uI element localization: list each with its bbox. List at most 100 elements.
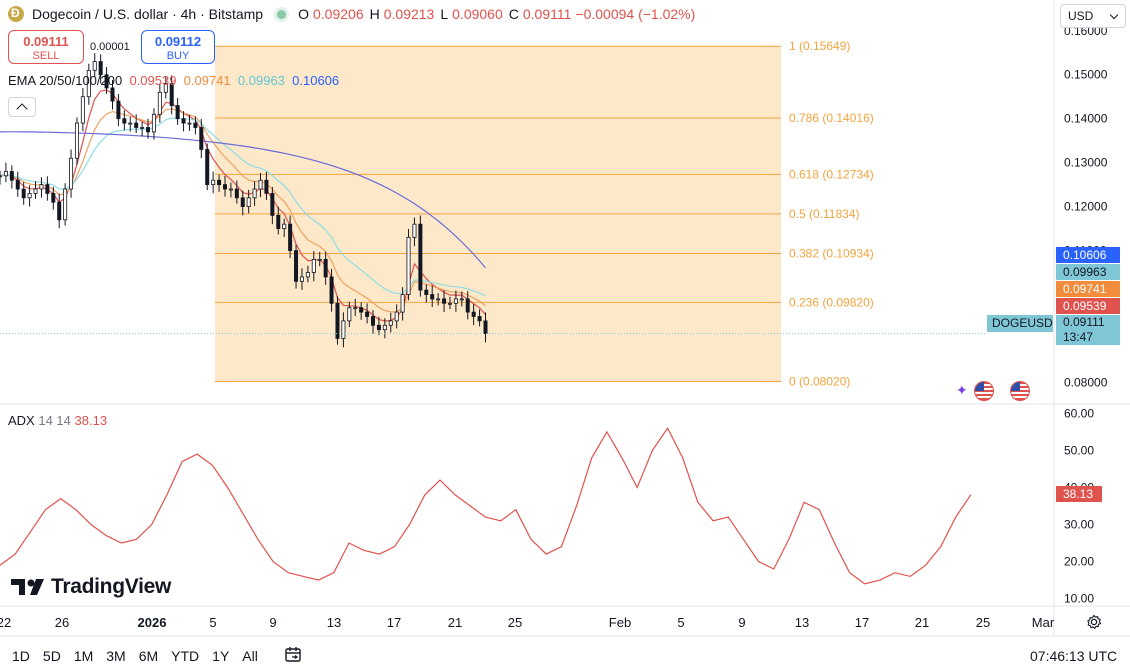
symbol-legend[interactable]: Dogecoin / U.S. dollar · 4h · Bitstamp O… xyxy=(8,6,695,22)
ema100-value: 0.09963 xyxy=(237,73,285,88)
candle-body xyxy=(116,100,121,120)
candle-body xyxy=(412,223,417,238)
candle-body xyxy=(205,149,210,186)
timeframe-5d[interactable]: 5D xyxy=(42,648,61,664)
candle-body xyxy=(465,298,470,313)
time-axis-label: Feb xyxy=(609,615,631,630)
timeframe-3m[interactable]: 3M xyxy=(106,648,126,664)
candle-body xyxy=(169,83,174,106)
candle-body xyxy=(140,127,145,129)
adx-legend-value: 38.13 xyxy=(74,413,108,428)
adx-params: 14 14 xyxy=(38,413,71,428)
candle-body xyxy=(382,324,387,331)
current-price-marker: 0.09111 13:47 xyxy=(1056,315,1120,345)
symbol-price-tag: DOGEUSD xyxy=(987,315,1053,332)
adx-legend[interactable]: ADX 14 14 38.13 xyxy=(8,413,107,428)
adx-value-marker: 38.13 xyxy=(1056,486,1102,502)
candle-body xyxy=(74,122,79,159)
timeframe-bar: 1D 5D 1M 3M 6M YTD 1Y All xyxy=(12,648,271,664)
candle-body xyxy=(347,307,352,322)
candle-body xyxy=(51,193,56,203)
sparkle-event-icon[interactable]: ✦ xyxy=(956,382,968,398)
candle-body xyxy=(134,122,139,128)
us-flag-event-icon[interactable] xyxy=(974,381,994,401)
ohlc-low-value: 0.09060 xyxy=(452,6,503,22)
time-axis-label: 2026 xyxy=(138,615,167,630)
buy-label: BUY xyxy=(166,50,190,62)
candle-body xyxy=(211,179,216,186)
fib-label-0.786: 0.786 (0.14016) xyxy=(789,111,874,125)
candle-body xyxy=(252,188,257,199)
timeframe-1d[interactable]: 1D xyxy=(12,648,30,664)
fib-label-0.382: 0.382 (0.10934) xyxy=(789,246,874,260)
adx-axis-label: 60.00 xyxy=(1064,406,1094,420)
time-axis-label: 22 xyxy=(0,615,11,630)
sell-button[interactable]: 0.09111 SELL xyxy=(8,30,84,64)
collapse-legend-button[interactable] xyxy=(8,97,36,117)
adx-legend-label: ADX xyxy=(8,413,35,428)
timeframe-1m[interactable]: 1M xyxy=(73,648,94,664)
candle-body xyxy=(0,175,3,178)
adx-axis-label: 30.00 xyxy=(1064,518,1094,532)
spread-value: 0.00001 xyxy=(90,41,130,53)
ema-price-marker-2: 0.09963 xyxy=(1056,264,1120,280)
utc-clock[interactable]: 07:46:13 UTC xyxy=(1030,648,1118,664)
candle-body xyxy=(27,193,32,199)
candle-body xyxy=(69,157,74,190)
candle-body xyxy=(394,311,399,322)
tradingview-logo[interactable]: TradingView xyxy=(10,575,171,599)
candle-body xyxy=(270,193,275,216)
candle-body xyxy=(376,324,381,331)
candle-body xyxy=(86,69,91,98)
candle-body xyxy=(459,298,464,301)
time-axis-label: 13 xyxy=(795,615,809,630)
ema-price-marker-1: 0.10606 xyxy=(1056,247,1120,263)
candle-body xyxy=(282,223,287,229)
gear-icon[interactable] xyxy=(1086,614,1102,630)
price-axis-label: 0.12000 xyxy=(1064,200,1108,214)
price-axis-label: 0.14000 xyxy=(1064,112,1108,126)
candle-body xyxy=(400,294,405,313)
us-flag-event-icon-2[interactable] xyxy=(1010,381,1030,401)
candle-body xyxy=(477,316,482,322)
buy-button[interactable]: 0.09112 BUY xyxy=(141,30,215,64)
time-axis-label: 5 xyxy=(677,615,684,630)
candle-body xyxy=(45,184,50,194)
time-axis-label: 13 xyxy=(327,615,341,630)
candle-body xyxy=(193,122,198,128)
symbol-title[interactable]: Dogecoin / U.S. dollar · 4h · Bitstamp xyxy=(32,6,264,22)
price-change: −0.00094 (−1.02%) xyxy=(575,6,696,22)
tradingview-wordmark: TradingView xyxy=(51,575,172,598)
currency-select[interactable]: USD xyxy=(1060,4,1126,28)
candle-body xyxy=(258,179,263,190)
dogecoin-icon xyxy=(8,6,24,22)
candle-body xyxy=(471,311,476,317)
calendar-range-icon[interactable] xyxy=(284,646,302,664)
timeframe-ytd[interactable]: YTD xyxy=(171,648,200,664)
candle-body xyxy=(276,214,281,229)
candle-body xyxy=(181,118,186,124)
price-axis-label: 0.13000 xyxy=(1064,156,1108,170)
candle-body xyxy=(234,188,239,199)
candle-body xyxy=(122,118,127,124)
candle-body xyxy=(187,122,192,125)
fib-label-0.618: 0.618 (0.12734) xyxy=(789,167,874,181)
candle-body xyxy=(63,188,68,221)
candle-body xyxy=(104,74,109,89)
candle-body xyxy=(430,294,435,300)
timeframe-1y[interactable]: 1Y xyxy=(212,648,230,664)
ohlc-high-value: 0.09213 xyxy=(383,6,435,22)
ema-legend[interactable]: EMA 20/50/100/200 0.09539 0.09741 0.0996… xyxy=(8,73,339,88)
timeframe-all[interactable]: All xyxy=(242,648,258,664)
candle-body xyxy=(92,61,97,71)
ema200-value: 0.10606 xyxy=(292,73,340,88)
fib-label-1: 1 (0.15649) xyxy=(789,39,850,53)
candle-body xyxy=(388,320,393,326)
candle-body xyxy=(199,127,204,150)
adx-axis-label: 50.00 xyxy=(1064,443,1094,457)
candle-body xyxy=(240,197,245,208)
ema-price-marker-3: 0.09741 xyxy=(1056,281,1120,297)
candle-body xyxy=(453,298,458,304)
timeframe-6m[interactable]: 6M xyxy=(138,648,159,664)
